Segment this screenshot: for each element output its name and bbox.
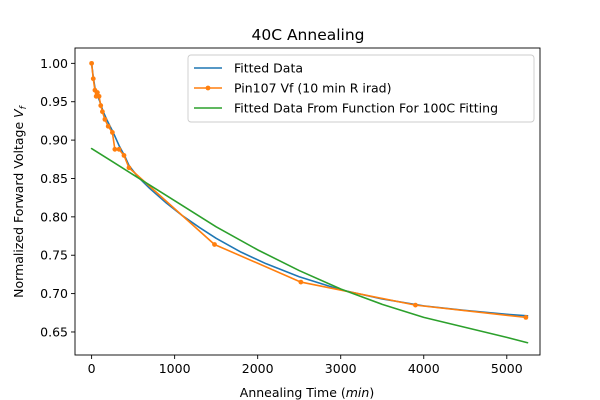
data-point — [523, 314, 529, 320]
data-point — [109, 130, 115, 135]
data-point — [95, 90, 100, 95]
data-point — [102, 116, 108, 122]
y-tick-label: 0.75 — [40, 248, 68, 263]
legend-box — [187, 54, 535, 123]
series-line-3 — [90, 147, 529, 344]
legend: Fitted Data Pin107 Vf (10 min R irad) Fitt… — [187, 54, 535, 123]
x-tick-label: 3000 — [325, 361, 357, 376]
data-point — [112, 146, 118, 152]
x-axis: 0 1000 2000 3000 4000 5000 — [88, 355, 523, 376]
y-axis-label: Normalized Forward Voltage Vf — [11, 104, 29, 298]
x-axis-label: Annealing Time (min) — [240, 385, 374, 400]
y-tick-label: 0.90 — [40, 133, 68, 148]
data-point — [105, 123, 111, 129]
data-point — [100, 109, 105, 115]
x-tick-label: 2000 — [242, 361, 274, 376]
legend-marker — [205, 85, 211, 91]
data-point — [116, 146, 122, 152]
x-tick-label: 5000 — [491, 361, 523, 376]
y-tick-label: 0.80 — [40, 209, 68, 224]
data-point — [212, 242, 217, 247]
legend-label: Pin107 Vf (10 min R irad) — [234, 81, 391, 96]
y-tick-label: 0.85 — [40, 171, 68, 186]
data-point — [413, 302, 418, 308]
data-point — [98, 103, 104, 108]
plot-frame — [74, 47, 541, 356]
chart-title: 40C Annealing — [251, 26, 364, 44]
data-point — [126, 165, 132, 171]
legend-label: Fitted Data — [234, 61, 303, 76]
plot-area — [89, 60, 529, 344]
x-tick-label: 0 — [88, 361, 96, 376]
data-point — [96, 93, 102, 99]
y-tick-label: 1.00 — [40, 56, 68, 71]
x-tick-label: 1000 — [159, 361, 191, 376]
y-tick-label: 0.95 — [40, 94, 68, 109]
legend-label: Fitted Data From Function For 100C Fitti… — [234, 101, 498, 116]
data-point — [121, 153, 127, 158]
x-tick-label: 4000 — [408, 361, 440, 376]
y-tick-label: 0.65 — [40, 324, 68, 339]
data-point — [298, 279, 304, 285]
y-tick-label: 0.70 — [40, 286, 68, 301]
data-point — [90, 76, 96, 82]
data-point — [89, 60, 95, 66]
y-axis: 0.65 0.70 0.75 0.80 0.85 0.90 0.95 1.00 — [40, 56, 75, 339]
